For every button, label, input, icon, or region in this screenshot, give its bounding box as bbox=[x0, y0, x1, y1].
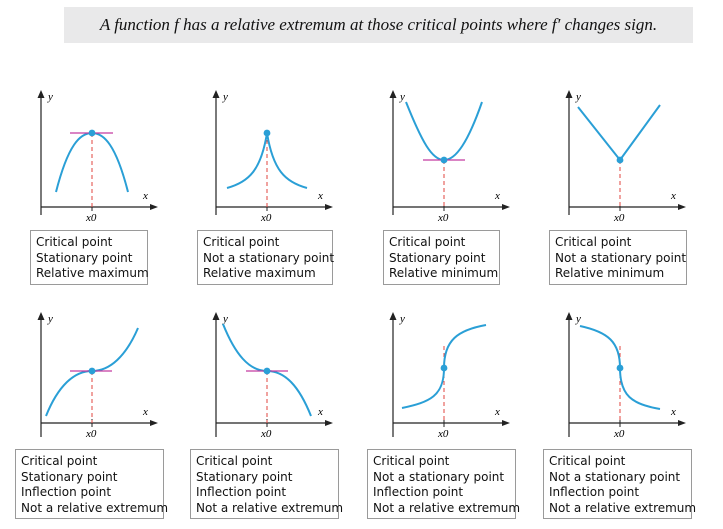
y-axis bbox=[212, 312, 220, 437]
caption-line: Relative maximum bbox=[36, 266, 149, 280]
caption-line: Inflection point bbox=[21, 485, 112, 499]
caption-line: Not a relative extremum bbox=[21, 500, 169, 515]
x-axis-label: x bbox=[142, 406, 148, 418]
caption-line: Critical point bbox=[389, 235, 466, 249]
x0-label: x0 bbox=[613, 212, 625, 224]
curve bbox=[577, 104, 661, 162]
caption-line: Not a stationary point bbox=[203, 250, 335, 265]
x-axis bbox=[216, 204, 333, 210]
panel-8-caption: Critical point Not a stationary point In… bbox=[543, 449, 697, 519]
panel-6-graph: y x x0 bbox=[212, 312, 333, 440]
y-axis bbox=[565, 312, 573, 437]
x-axis bbox=[569, 420, 686, 426]
caption-line: Stationary point bbox=[389, 250, 486, 265]
panel-8-graph: y x x0 bbox=[565, 312, 686, 440]
critical-point-dot bbox=[616, 156, 624, 164]
x0-label: x0 bbox=[85, 428, 97, 440]
x0-label: x0 bbox=[85, 212, 97, 224]
y-axis bbox=[389, 312, 397, 437]
x-axis bbox=[216, 420, 333, 426]
x-axis-label: x bbox=[317, 190, 323, 202]
caption-line: Relative maximum bbox=[203, 266, 316, 280]
x0-label: x0 bbox=[260, 428, 272, 440]
caption-line: Relative minimum bbox=[555, 266, 665, 280]
caption-line: Stationary point bbox=[36, 250, 133, 265]
caption-line: Not a stationary point bbox=[373, 469, 505, 484]
x-axis bbox=[569, 204, 686, 210]
panel-2-caption: Critical point Not a stationary point Re… bbox=[197, 230, 335, 285]
critical-point-dot bbox=[88, 129, 96, 137]
y-axis-label: y bbox=[575, 91, 581, 103]
panel-1-caption: Critical point Stationary point Relative… bbox=[30, 230, 149, 285]
banner-title: A function f has a relative extremum at … bbox=[64, 7, 693, 43]
x-axis bbox=[393, 204, 510, 210]
y-axis bbox=[37, 90, 45, 215]
y-axis-label: y bbox=[399, 313, 405, 325]
x-axis bbox=[41, 420, 158, 426]
x0-label: x0 bbox=[437, 428, 449, 440]
y-axis-label: y bbox=[575, 313, 581, 325]
y-axis-label: y bbox=[222, 91, 228, 103]
panel-5-caption: Critical point Stationary point Inflecti… bbox=[15, 449, 169, 519]
panel-6-caption: Critical point Stationary point Inflecti… bbox=[190, 449, 344, 519]
x-axis-label: x bbox=[670, 406, 676, 418]
caption-line: Critical point bbox=[203, 235, 280, 249]
caption-line: Critical point bbox=[196, 454, 273, 468]
caption-line: Not a stationary point bbox=[555, 250, 687, 265]
y-axis bbox=[37, 312, 45, 437]
curve bbox=[405, 101, 483, 162]
caption-line: Inflection point bbox=[549, 485, 640, 499]
caption-line: Stationary point bbox=[21, 469, 118, 484]
panel-4-caption: Critical point Not a stationary point Re… bbox=[549, 230, 687, 285]
critical-point-dot bbox=[263, 129, 271, 137]
caption-line: Critical point bbox=[373, 454, 450, 468]
caption-line: Not a relative extremum bbox=[549, 500, 697, 515]
caption-line: Inflection point bbox=[196, 485, 287, 499]
x0-label: x0 bbox=[437, 212, 449, 224]
y-axis bbox=[389, 90, 397, 215]
critical-point-dot bbox=[440, 156, 448, 164]
panel-4-graph: y x x0 bbox=[565, 90, 686, 224]
panel-7-graph: y x x0 bbox=[389, 312, 510, 440]
caption-line: Critical point bbox=[21, 454, 98, 468]
x-axis-label: x bbox=[317, 406, 323, 418]
x-axis-label: x bbox=[494, 406, 500, 418]
y-axis-label: y bbox=[399, 91, 405, 103]
panel-3-caption: Critical point Stationary point Relative… bbox=[383, 230, 500, 285]
y-axis-label: y bbox=[222, 313, 228, 325]
panel-7-caption: Critical point Not a stationary point In… bbox=[367, 449, 521, 519]
y-axis-label: y bbox=[47, 91, 53, 103]
caption-line: Stationary point bbox=[196, 469, 293, 484]
caption-line: Not a stationary point bbox=[549, 469, 681, 484]
x-axis bbox=[41, 204, 158, 210]
x0-label: x0 bbox=[260, 212, 272, 224]
x-axis bbox=[393, 420, 510, 426]
caption-line: Critical point bbox=[549, 454, 626, 468]
caption-line: Critical point bbox=[36, 235, 113, 249]
panel-5-graph: y x x0 bbox=[37, 312, 158, 440]
x-axis-label: x bbox=[670, 190, 676, 202]
x-axis-label: x bbox=[494, 190, 500, 202]
critical-point-dot bbox=[88, 367, 96, 375]
x-axis-label: x bbox=[142, 190, 148, 202]
caption-line: Inflection point bbox=[373, 485, 464, 499]
caption-line: Relative minimum bbox=[389, 266, 499, 280]
panel-3-graph: y x x0 bbox=[389, 90, 510, 224]
caption-line: Critical point bbox=[555, 235, 632, 249]
y-axis-label: y bbox=[47, 313, 53, 325]
critical-point-dot bbox=[616, 364, 624, 372]
y-axis bbox=[212, 90, 220, 215]
critical-point-dot bbox=[263, 367, 271, 375]
panel-2-graph: y x x0 bbox=[212, 90, 333, 224]
y-axis bbox=[565, 90, 573, 215]
critical-point-dot bbox=[440, 364, 448, 372]
x0-label: x0 bbox=[613, 428, 625, 440]
caption-line: Not a relative extremum bbox=[373, 500, 521, 515]
panel-1-graph: y x x0 bbox=[37, 90, 158, 224]
caption-line: Not a relative extremum bbox=[196, 500, 344, 515]
